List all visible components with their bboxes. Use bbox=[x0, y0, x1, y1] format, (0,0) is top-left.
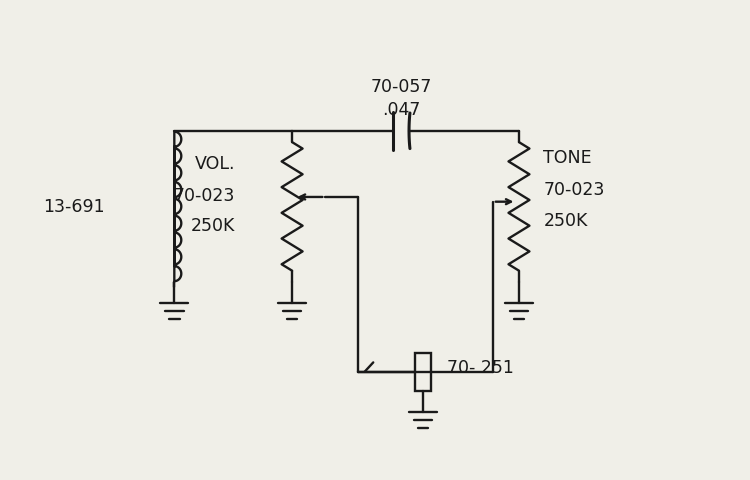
Text: 250K: 250K bbox=[191, 216, 236, 234]
Text: VOL.: VOL. bbox=[195, 155, 236, 173]
Text: TONE: TONE bbox=[544, 148, 592, 167]
Text: 250K: 250K bbox=[544, 212, 588, 229]
Text: 13-691: 13-691 bbox=[44, 198, 105, 216]
Text: 70-057: 70-057 bbox=[370, 78, 432, 96]
Text: 70- 251: 70- 251 bbox=[446, 359, 514, 376]
Text: 70-023: 70-023 bbox=[174, 186, 236, 204]
Bar bbox=[416, 353, 430, 391]
Text: 70-023: 70-023 bbox=[544, 180, 604, 199]
Text: .047: .047 bbox=[382, 101, 420, 119]
